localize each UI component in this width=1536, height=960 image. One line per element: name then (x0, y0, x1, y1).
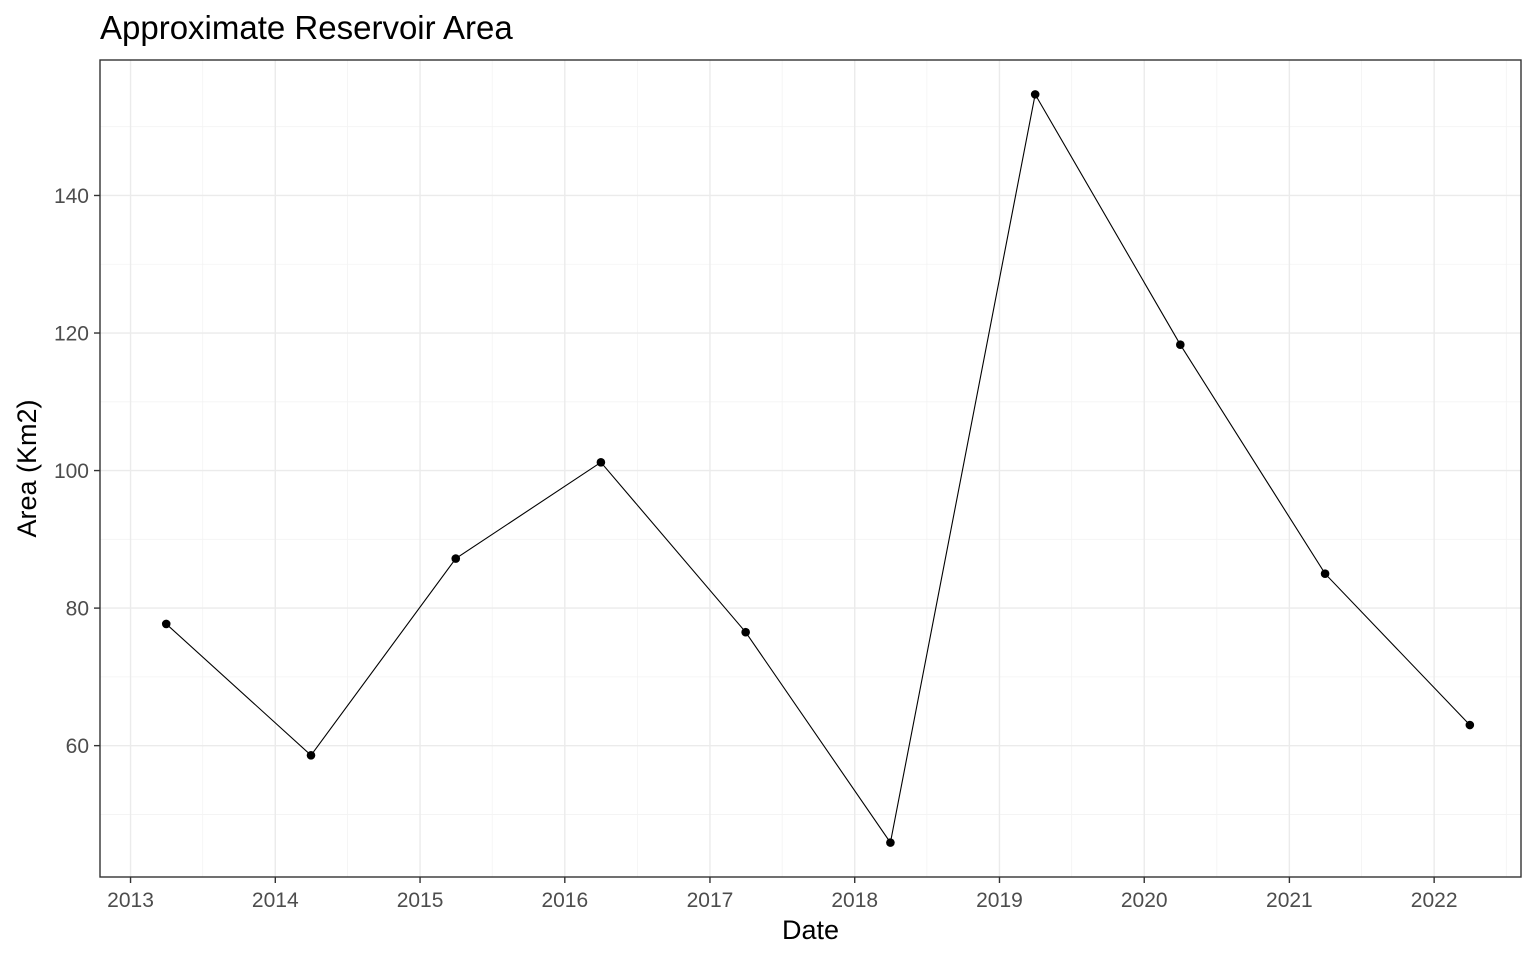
series-layer (161, 90, 1475, 847)
x-tick-label: 2017 (687, 889, 734, 912)
data-point (1030, 90, 1040, 99)
x-tick-label: 2016 (541, 889, 588, 912)
y-axis: 60 80 100 120 140 (54, 185, 100, 758)
x-tick-label: 2018 (831, 889, 878, 912)
x-tick-label: 2015 (397, 889, 444, 912)
y-tick-label: 60 (66, 735, 89, 758)
data-point (741, 627, 750, 637)
data-point (886, 838, 895, 847)
x-tick-label: 2014 (252, 889, 299, 912)
data-point (306, 750, 316, 760)
plot-panel-border (99, 59, 1522, 878)
data-point (1176, 340, 1185, 350)
y-axis-title: Area (Km2) (12, 399, 42, 537)
chart-title: Approximate Reservoir Area (100, 9, 513, 46)
data-point (451, 554, 461, 563)
x-tick-label: 2021 (1266, 889, 1313, 912)
x-tick-label: 2020 (1121, 889, 1168, 912)
data-point (1320, 569, 1330, 579)
data-point (596, 458, 606, 467)
x-tick-label: 2019 (976, 889, 1023, 912)
y-tick-label: 120 (54, 323, 89, 346)
y-tick-label: 80 (66, 598, 89, 621)
x-tick-label: 2022 (1411, 889, 1458, 912)
x-axis: 2013 2014 2015 2016 2017 2018 2019 2020 2021 2022 (107, 877, 1458, 912)
y-tick-label: 100 (54, 460, 89, 483)
y-tick-label: 140 (54, 185, 89, 208)
data-point (1465, 720, 1475, 730)
series-line (165, 92, 1471, 845)
x-tick-label: 2013 (107, 889, 154, 912)
major-gridlines (100, 60, 1521, 877)
x-axis-title: Date (782, 915, 839, 945)
data-point (161, 619, 171, 629)
